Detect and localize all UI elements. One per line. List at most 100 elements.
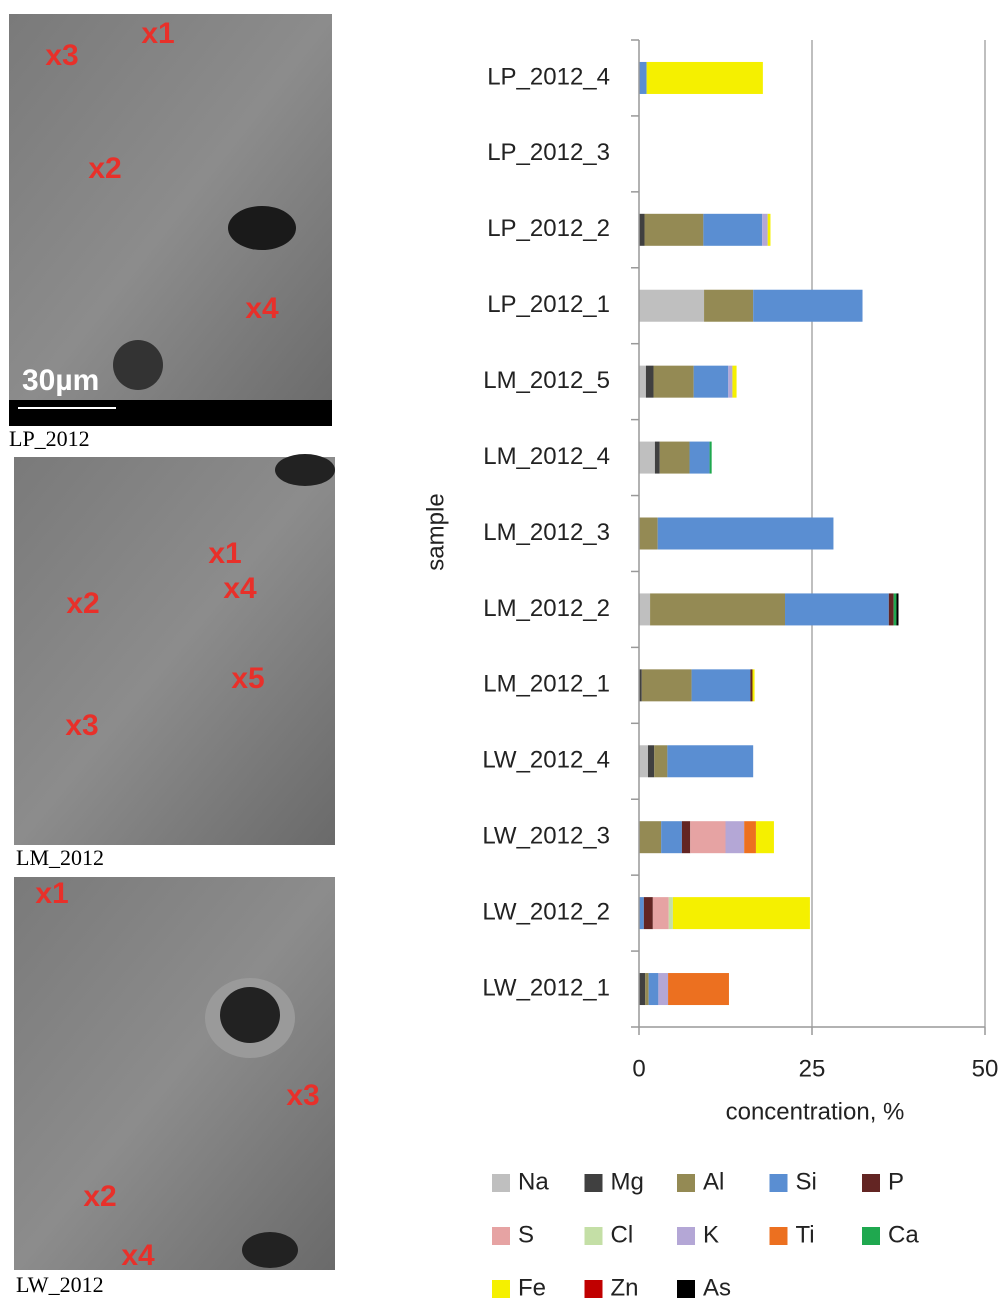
bar-segment: [654, 441, 660, 474]
bar-segment: [647, 745, 655, 778]
legend-swatch: [492, 1174, 510, 1192]
legend-swatch: [677, 1227, 695, 1245]
bar-segment: [639, 669, 642, 702]
sem-image: [14, 877, 335, 1270]
bar-segment: [703, 213, 763, 246]
point-label: x3: [286, 1079, 319, 1112]
bar-segment: [639, 441, 655, 474]
bar-segment: [753, 289, 863, 322]
point-label: x2: [88, 152, 121, 185]
bar-segment: [896, 593, 899, 626]
y-tick-label: LP_2012_1: [487, 291, 610, 318]
bar-segment: [652, 897, 669, 930]
y-tick-label: LW_2012_4: [482, 747, 610, 774]
bar-segment: [639, 61, 647, 94]
legend-label: Zn: [611, 1274, 639, 1300]
point-label: x2: [66, 587, 99, 620]
bar-segment: [661, 821, 682, 854]
bar-segment: [672, 897, 810, 930]
bar-segment: [704, 289, 754, 322]
bar-segment: [639, 365, 646, 398]
pore: [220, 987, 280, 1043]
bar-segment: [893, 593, 897, 626]
legend-label: As: [703, 1274, 731, 1300]
pore: [242, 1232, 298, 1268]
bar-segment: [648, 973, 659, 1006]
legend-label: Al: [703, 1168, 724, 1195]
point-label: x1: [141, 17, 174, 50]
bar-segment: [693, 365, 729, 398]
bar-segment: [639, 821, 662, 854]
legend-swatch: [492, 1280, 510, 1298]
point-label: x3: [45, 39, 78, 72]
y-tick-label: LM_2012_1: [483, 671, 610, 698]
bar-segment: [709, 441, 712, 474]
legend-label: Si: [796, 1168, 817, 1195]
bar-segment: [646, 61, 763, 94]
point-label: x3: [65, 709, 98, 742]
bar-segment: [755, 821, 774, 854]
bar-segment: [762, 213, 768, 246]
bar-segment: [639, 745, 648, 778]
x-tick-label: 25: [799, 1055, 826, 1082]
bar-segment: [690, 821, 726, 854]
point-label: x4: [245, 292, 279, 325]
legend-label: Ti: [796, 1221, 815, 1248]
bar-segment: [639, 517, 658, 550]
bar-segment: [728, 365, 733, 398]
legend-swatch: [492, 1227, 510, 1245]
bar-segment: [639, 897, 644, 930]
bar-segment: [668, 973, 729, 1006]
legend-swatch: [584, 1174, 603, 1192]
bar-segment: [641, 669, 692, 702]
legend-label: Ca: [888, 1221, 919, 1248]
y-tick-label: LP_2012_3: [487, 139, 610, 166]
bar-segment: [667, 745, 754, 778]
bar-segment: [650, 593, 786, 626]
bar-segment: [645, 973, 649, 1006]
legend-swatch: [769, 1174, 788, 1192]
point-label: x1: [35, 877, 68, 910]
bar-segment: [767, 213, 771, 246]
bar-segment: [752, 669, 755, 702]
y-axis-label: sample: [422, 493, 449, 570]
y-tick-label: LM_2012_2: [483, 595, 610, 622]
bar-segment: [639, 973, 646, 1006]
bar-segment: [639, 593, 651, 626]
x-axis-label: concentration, %: [726, 1098, 905, 1125]
legend-label: Na: [518, 1168, 549, 1195]
point-label: x4: [223, 572, 257, 605]
y-tick-label: LM_2012_5: [483, 367, 610, 394]
bar-segment: [691, 669, 751, 702]
legend-label: Mg: [611, 1168, 644, 1195]
bar-segment: [888, 593, 894, 626]
bar-segment: [732, 365, 737, 398]
bar-segment: [659, 441, 690, 474]
legend-swatch: [769, 1227, 788, 1245]
image-caption: LW_2012: [16, 1272, 104, 1297]
pore: [275, 454, 335, 486]
bar-segment: [689, 441, 710, 474]
sem-image: [14, 457, 335, 845]
y-tick-label: LP_2012_2: [487, 215, 610, 242]
legend-label: P: [888, 1168, 904, 1195]
y-tick-label: LP_2012_4: [487, 63, 610, 90]
point-label: x2: [83, 1180, 116, 1213]
x-tick-label: 50: [972, 1055, 999, 1082]
bar-segment: [657, 517, 834, 550]
y-tick-label: LW_2012_3: [482, 823, 610, 850]
bar-segment: [645, 365, 654, 398]
legend-label: S: [518, 1221, 534, 1248]
legend-swatch: [862, 1174, 880, 1192]
y-tick-label: LM_2012_4: [483, 443, 610, 470]
x-tick-label: 0: [632, 1055, 645, 1082]
legend-label: K: [703, 1221, 719, 1248]
image-caption: LM_2012: [16, 845, 104, 870]
bar-segment: [639, 289, 705, 322]
bar-segment: [744, 821, 756, 854]
bar-segment: [725, 821, 745, 854]
bar-segment: [644, 213, 704, 246]
scale-label: 30µm: [22, 364, 99, 397]
pore: [113, 340, 163, 390]
